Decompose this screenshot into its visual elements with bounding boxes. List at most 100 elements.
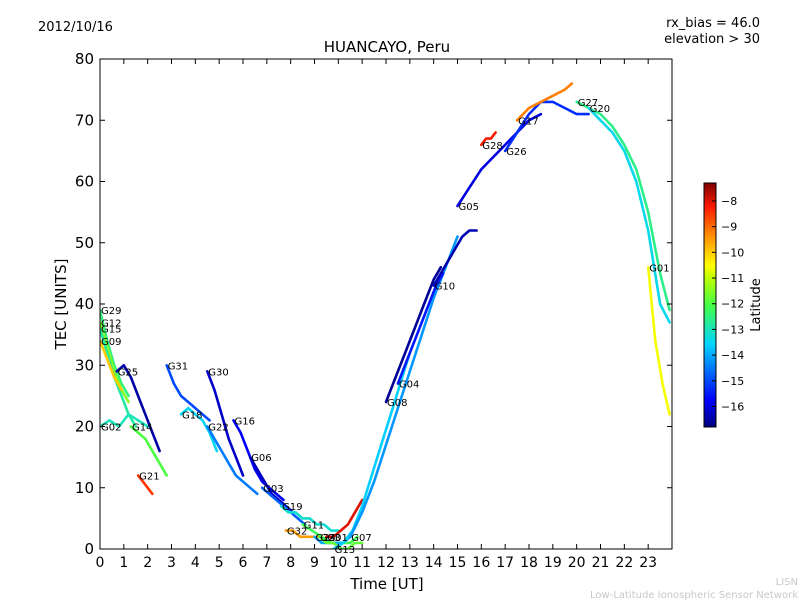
series-layer xyxy=(100,82,671,549)
series-line-g23-20 xyxy=(317,535,364,549)
colorbar-tick-label: −11 xyxy=(721,272,744,285)
series-label-g03-14: G03 xyxy=(263,484,283,495)
x-tick-label: 8 xyxy=(286,555,295,571)
series-line-g20-31 xyxy=(587,106,671,324)
series-label-g23-20: G23 xyxy=(320,533,340,544)
x-tick-label: 13 xyxy=(401,555,419,571)
series-label-g15-2: G15 xyxy=(101,325,121,336)
series-label-g05-27: G05 xyxy=(459,202,479,213)
series-label-g07-22: G07 xyxy=(351,533,371,544)
chart-title: HUANCAYO, Peru xyxy=(324,38,450,56)
series-line-g25-5 xyxy=(115,363,161,453)
y-axis: 0 10 20 30 40 50 60 70 80 xyxy=(75,50,672,558)
series-line-g21-7 xyxy=(136,474,154,496)
y-tick-label: 70 xyxy=(75,111,94,129)
series-line-g01-18 xyxy=(325,498,364,539)
series-label-g13-21: G13 xyxy=(335,545,355,556)
series-label-g28-26: G28 xyxy=(482,141,502,152)
series-line-g29-0 xyxy=(100,308,130,398)
series-label-g01-32: G01 xyxy=(649,263,669,274)
series-line-g10-25 xyxy=(432,229,478,287)
series-label-g22-11: G22 xyxy=(208,423,228,434)
series-label-g32-16: G32 xyxy=(287,527,307,538)
series-label-g25-5: G25 xyxy=(118,367,138,378)
colorbar-tick-label: −14 xyxy=(721,349,744,362)
series-label-g16-12: G16 xyxy=(235,416,255,427)
series-label-g17-29: G17 xyxy=(518,116,538,127)
series-line-g22-11 xyxy=(206,425,259,496)
y-tick-label: 10 xyxy=(75,479,94,497)
colorbar-tick-label: −15 xyxy=(721,375,744,388)
y-tick-label: 40 xyxy=(75,295,94,313)
series-line-g03-14 xyxy=(260,486,307,526)
y-tick-label: 60 xyxy=(75,173,94,191)
x-tick-label: 21 xyxy=(592,555,610,571)
x-axis-label: Time [UT] xyxy=(349,575,423,593)
series-label-g10-25: G10 xyxy=(435,282,455,293)
x-tick-label: 9 xyxy=(310,555,319,571)
credit-lisn: LISN xyxy=(776,577,798,588)
y-tick-label: 20 xyxy=(75,418,94,436)
credit-network: Low-Latitude Ionospheric Sensor Network xyxy=(590,590,798,600)
y-tick-label: 0 xyxy=(84,540,94,558)
colorbar-ticks: −8 −9 −10 −11 −12 −13 −14 −15 −16 xyxy=(712,195,744,413)
plot-frame xyxy=(99,58,673,550)
series-label-g19-15: G19 xyxy=(282,502,302,513)
series-label-g29-0: G29 xyxy=(101,306,121,317)
colorbar-label: Latitude xyxy=(749,278,764,332)
series-line-g02-4 xyxy=(100,412,149,428)
series-line-g18-9 xyxy=(179,406,219,453)
series-line-g08-23 xyxy=(384,265,443,404)
x-tick-label: 18 xyxy=(520,555,538,571)
series-label-g26-28: G26 xyxy=(506,147,526,158)
y-axis-label: TEC [UNITS] xyxy=(52,259,70,351)
colorbar-tick-label: −10 xyxy=(721,246,744,259)
series-line-g27-30 xyxy=(575,100,671,312)
x-tick-label: 14 xyxy=(425,555,443,571)
series-line-g06-13 xyxy=(248,455,295,514)
series-line-g14-6 xyxy=(129,425,168,477)
y-tick-label: 30 xyxy=(75,356,94,374)
series-line-g09-3 xyxy=(100,339,123,392)
x-tick-label: 6 xyxy=(239,555,248,571)
colorbar-tick-label: −13 xyxy=(721,323,744,336)
series-line-g01-32 xyxy=(646,265,671,416)
x-tick-label: 2 xyxy=(143,555,152,571)
x-tick-label: 22 xyxy=(615,555,633,571)
series-label-g08-23: G08 xyxy=(387,398,407,409)
series-label-g21-7: G21 xyxy=(139,472,159,483)
x-tick-label: 16 xyxy=(472,555,490,571)
x-tick-label: 19 xyxy=(544,555,562,571)
series-label-g24-19: G24 xyxy=(316,533,336,544)
colorbar-gradient xyxy=(703,182,717,428)
series-line-g17-29 xyxy=(515,82,574,122)
x-tick-label: 12 xyxy=(377,555,395,571)
y-tick-label: 50 xyxy=(75,234,94,252)
series-label-g14-6: G14 xyxy=(132,423,152,434)
series-line-g05-27 xyxy=(456,112,543,208)
x-tick-label: 15 xyxy=(449,555,467,571)
series-line-g19-15 xyxy=(279,504,340,532)
y-tick-label: 80 xyxy=(75,50,94,68)
series-line-g07-22 xyxy=(348,235,459,539)
x-tick-label: 20 xyxy=(568,555,586,571)
series-label-g20-31: G20 xyxy=(590,104,610,115)
series-label-g11-17: G11 xyxy=(304,521,324,532)
x-tick-label: 4 xyxy=(191,555,200,571)
series-line-g28-26 xyxy=(479,131,497,147)
x-tick-label: 7 xyxy=(262,555,271,571)
series-label-g09-3: G09 xyxy=(101,337,121,348)
series-line-g04-24 xyxy=(396,272,445,385)
series-line-g30-10 xyxy=(206,370,245,477)
series-line-g26-28 xyxy=(503,100,590,153)
colorbar-tick-label: −12 xyxy=(721,298,744,311)
x-tick-label: 11 xyxy=(353,555,371,571)
series-label-g27-30: G27 xyxy=(578,98,598,109)
rx-bias-label: rx_bias = 46.0 xyxy=(666,16,760,31)
colorbar: −8 −9 −10 −11 −12 −13 −14 −15 −16 Latitude xyxy=(703,182,764,428)
x-tick-label: 17 xyxy=(496,555,514,571)
series-label-g30-10: G30 xyxy=(208,367,228,378)
x-tick-label: 23 xyxy=(639,555,657,571)
